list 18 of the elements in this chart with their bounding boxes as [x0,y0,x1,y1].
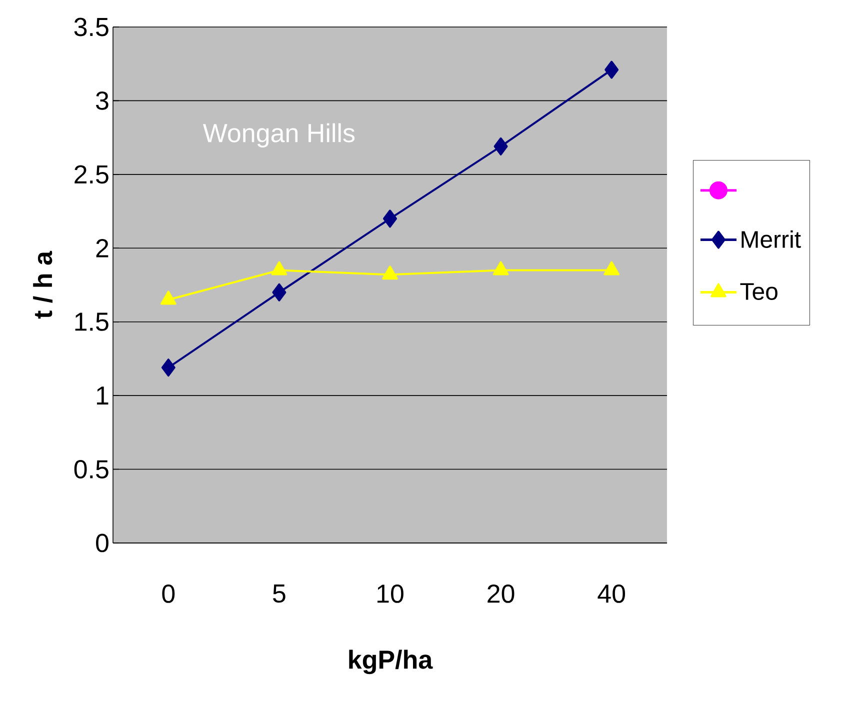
x-tick-label: 20 [488,584,514,603]
y-tick-label: 2.5 [74,165,108,184]
legend-label: Merrit [742,230,801,248]
x-tick-label: 10 [378,584,404,603]
y-tick-label: 0.5 [74,460,108,478]
y-tick-label: 0 [96,534,108,552]
y-tick-label: 1 [96,386,108,405]
y-tick-label: 3 [96,91,108,110]
legend-label: Teo [740,283,778,300]
x-tick-label: 5 [273,584,286,603]
y-tick-label: 1.5 [75,312,108,331]
y-tick-label: 3.5 [74,18,108,36]
y-tick-label: 2 [96,239,108,258]
y-axis-title: t / h a [33,250,52,319]
x-tick-label: 40 [598,584,626,603]
annotation: Wongan Hills [202,123,355,148]
x-tick-label: 0 [162,584,175,603]
x-axis-title: kgP/ha [349,650,433,674]
